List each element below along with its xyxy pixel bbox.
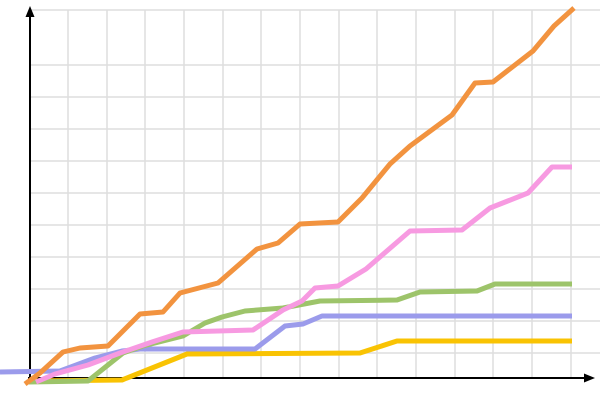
y-axis-arrow-icon [25, 6, 35, 17]
series-pink-line [35, 164, 572, 385]
series-periwinkle-line [0, 313, 572, 375]
x-axis-arrow-icon [584, 373, 595, 383]
series-orange-line [23, 6, 576, 387]
series-yellow-line [29, 338, 572, 384]
